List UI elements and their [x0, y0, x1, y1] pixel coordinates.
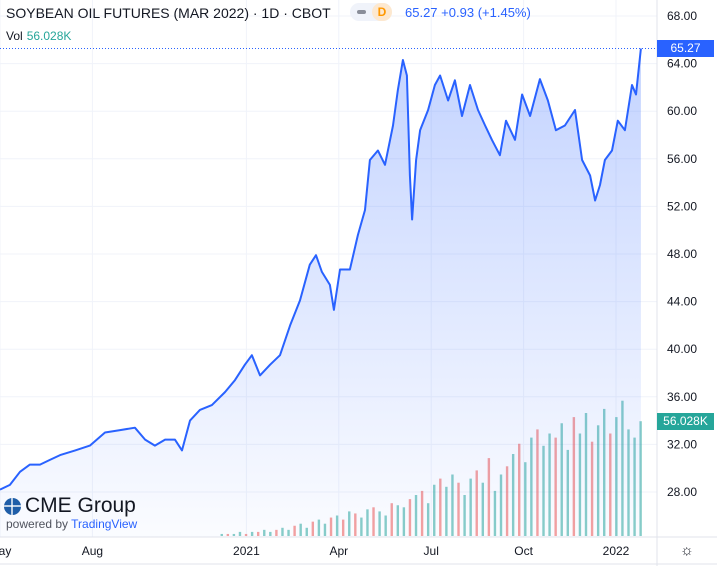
x-tick-label: 2021 — [233, 544, 260, 558]
globe-icon — [4, 497, 21, 515]
sun-gear-icon[interactable]: ☼ — [680, 542, 694, 559]
volume-legend: Vol 56.028K — [6, 29, 71, 43]
tradingview-link[interactable]: TradingView — [71, 517, 138, 531]
volume-label: Vol — [6, 29, 23, 43]
y-tick-label: 36.00 — [667, 390, 697, 404]
x-tick-label: 2022 — [603, 544, 630, 558]
y-tick-label: 68.00 — [667, 9, 697, 23]
volume-value: 56.028K — [26, 29, 72, 43]
y-tick-label: 48.00 — [667, 247, 697, 261]
y-tick-label: 56.00 — [667, 152, 697, 166]
last-price: 65.27 — [405, 5, 438, 20]
quote-readout: 65.27 +0.93 (+1.45%) — [405, 5, 531, 20]
y-tick-label: 44.00 — [667, 295, 697, 309]
price-line — [0, 48, 642, 491]
price-change: +0.93 — [441, 5, 475, 20]
y-tick-label: 28.00 — [667, 485, 697, 499]
volume-tag: 56.028K — [657, 413, 714, 430]
x-tick-label: Apr — [329, 544, 348, 558]
x-tick-label: Aug — [82, 544, 103, 558]
minus-icon — [357, 10, 366, 14]
interval-badge: D — [372, 3, 392, 21]
powered-by[interactable]: powered by TradingView — [6, 517, 137, 531]
cme-logo: CME Group — [4, 494, 136, 518]
x-tick-label: Jul — [424, 544, 439, 558]
market-status-pill[interactable]: D — [350, 3, 392, 21]
y-tick-label: 32.00 — [667, 437, 697, 451]
y-tick-label: 60.00 — [667, 104, 697, 118]
y-tick-label: 64.00 — [667, 57, 697, 71]
powered-label: powered by — [6, 517, 69, 531]
y-tick-label: 40.00 — [667, 342, 697, 356]
price-change-pct: (+1.45%) — [477, 5, 531, 20]
x-tick-label: Oct — [514, 544, 533, 558]
last-price-tag: 65.27 — [657, 40, 714, 57]
y-tick-label: 52.00 — [667, 199, 697, 213]
price-area — [0, 48, 641, 537]
symbol-title: SOYBEAN OIL FUTURES (MAR 2022) · 1D · CB… — [6, 5, 331, 21]
x-tick-label: May — [0, 544, 11, 558]
logo-text: CME Group — [25, 494, 136, 517]
